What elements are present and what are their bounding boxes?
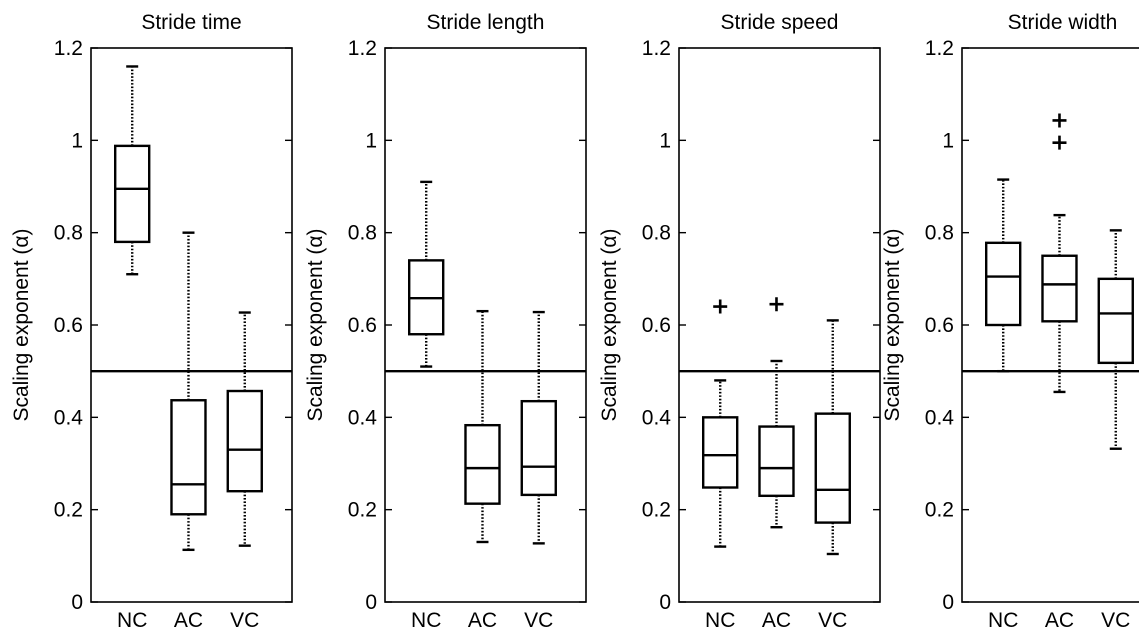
- x-tick-label: AC: [1045, 609, 1074, 632]
- chart-title: Stride time: [141, 11, 241, 34]
- chart-panel-3: 0 0.2 0.4 0.6 0.8 1 1.2 Stride speed Scaling exp…: [598, 11, 881, 632]
- box-vc: [1097, 229, 1134, 450]
- y-axis-label: Scaling exponent (α): [304, 228, 327, 421]
- box-vc: [226, 311, 263, 547]
- chart-title: Stride speed: [721, 11, 839, 34]
- y-tick-label: 0.8: [54, 222, 83, 245]
- y-tick-label: 1: [71, 129, 83, 152]
- y-tick-label: 0.2: [642, 499, 671, 522]
- y-tick-label: 0.2: [925, 499, 954, 522]
- outlier-marker: [1052, 135, 1067, 150]
- box-iqr: [758, 425, 795, 498]
- x-tick-label: AC: [174, 609, 203, 632]
- box-iqr: [814, 412, 851, 524]
- y-tick-label: 0.4: [642, 406, 672, 429]
- y-tick-label: 0.8: [925, 222, 954, 245]
- y-tick-label: 0: [365, 591, 377, 614]
- y-tick-label: 0.2: [348, 499, 377, 522]
- outlier-marker: [713, 299, 728, 314]
- y-tick-label: 0: [659, 591, 671, 614]
- box-vc: [520, 310, 557, 545]
- y-tick-label: 0.4: [54, 406, 84, 429]
- x-tick-label: VC: [524, 609, 553, 632]
- box-ac: [1041, 113, 1078, 394]
- box-ac: [758, 297, 795, 529]
- box-nc: [702, 299, 739, 548]
- outlier-marker: [1052, 113, 1067, 128]
- box-ac: [464, 309, 501, 544]
- x-tick-label: VC: [1101, 609, 1130, 632]
- y-tick-label: 0.2: [54, 499, 83, 522]
- y-tick-label: 0: [942, 591, 954, 614]
- chart-title: Stride length: [427, 11, 545, 34]
- x-tick-label: VC: [230, 609, 259, 632]
- chart-panel-4: 0 0.2 0.4 0.6 0.8 1 1.2 Stride width Scaling exp…: [881, 11, 1139, 632]
- y-axis-label: Scaling exponent (α): [881, 228, 904, 421]
- box-vc: [814, 319, 851, 556]
- box-nc: [985, 178, 1022, 373]
- y-tick-label: 0: [71, 591, 83, 614]
- x-tick-label: NC: [117, 609, 147, 632]
- chart-title: Stride width: [1008, 11, 1118, 34]
- box-iqr: [520, 399, 557, 497]
- y-tick-label: 0.6: [348, 314, 377, 337]
- plot-frame: [90, 47, 293, 603]
- x-tick-label: NC: [411, 609, 441, 632]
- y-tick-label: 0.8: [348, 222, 377, 245]
- y-axis-label: Scaling exponent (α): [10, 228, 33, 421]
- box-iqr: [985, 241, 1022, 327]
- box-iqr: [1041, 254, 1078, 323]
- x-tick-label: NC: [988, 609, 1018, 632]
- y-tick-label: 0.4: [348, 406, 378, 429]
- x-tick-label: VC: [818, 609, 847, 632]
- box-iqr: [702, 416, 739, 489]
- chart-panel-2: 0 0.2 0.4 0.6 0.8 1 1.2 Stride length Scaling ex…: [304, 11, 587, 632]
- box-iqr: [114, 144, 151, 244]
- y-tick-label: 1.2: [925, 37, 954, 60]
- box-ac: [170, 231, 207, 552]
- y-tick-label: 0.6: [54, 314, 83, 337]
- box-nc: [114, 65, 151, 276]
- box-iqr: [226, 389, 263, 493]
- y-tick-label: 1: [942, 129, 954, 152]
- y-tick-label: 0.4: [925, 406, 955, 429]
- y-tick-label: 0.8: [642, 222, 671, 245]
- x-tick-label: NC: [705, 609, 735, 632]
- y-tick-label: 1: [365, 129, 377, 152]
- y-tick-label: 1: [659, 129, 671, 152]
- y-tick-label: 1.2: [54, 37, 83, 60]
- box-iqr: [464, 423, 501, 505]
- chart-panel-1: 0 0.2 0.4 0.6 0.8 1 1.2 Stride time Scaling expo…: [10, 11, 293, 632]
- box-iqr: [170, 399, 207, 516]
- outlier-marker: [769, 297, 784, 312]
- x-tick-label: AC: [468, 609, 497, 632]
- x-tick-label: AC: [762, 609, 791, 632]
- box-nc: [408, 180, 445, 368]
- y-tick-label: 1.2: [348, 37, 377, 60]
- y-tick-label: 1.2: [642, 37, 671, 60]
- y-tick-label: 0.6: [925, 314, 954, 337]
- box-iqr: [1097, 277, 1134, 365]
- y-tick-label: 0.6: [642, 314, 671, 337]
- y-axis-label: Scaling exponent (α): [598, 228, 621, 421]
